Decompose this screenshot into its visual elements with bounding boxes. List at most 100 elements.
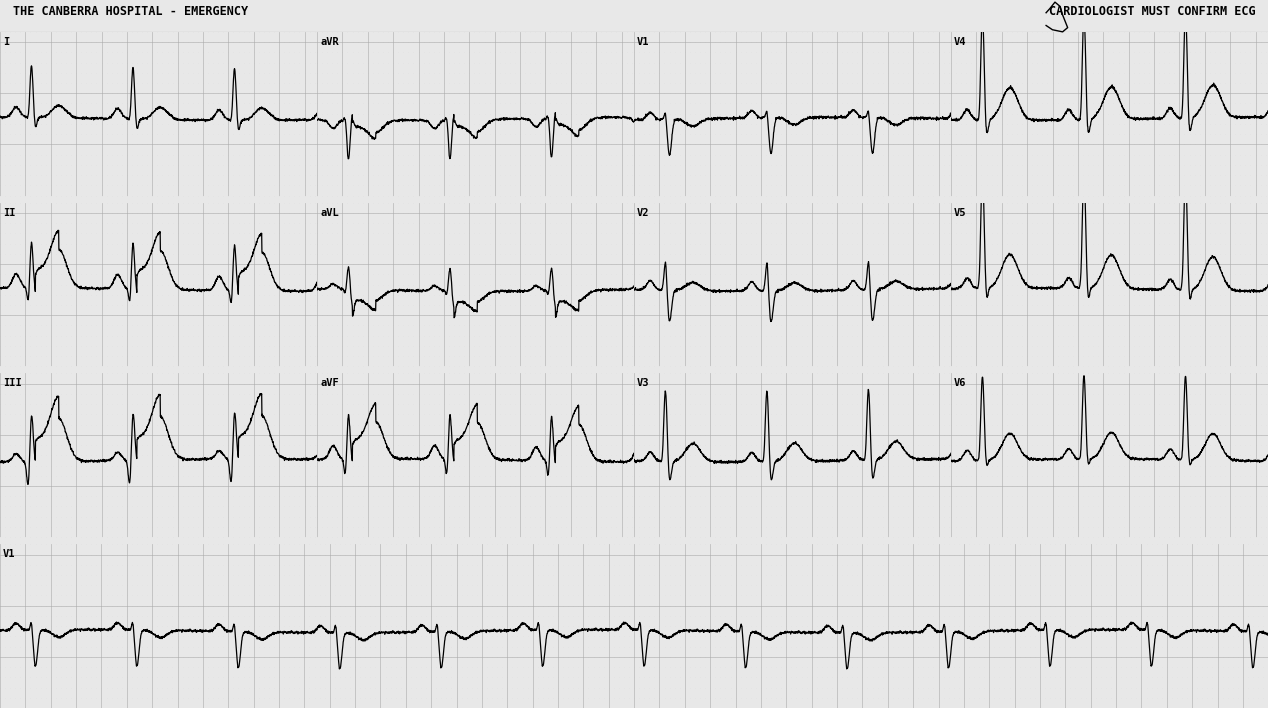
Point	[771, 651, 791, 663]
Point	[1078, 378, 1098, 389]
Point	[363, 67, 383, 79]
Point	[976, 299, 997, 311]
Point	[269, 98, 289, 109]
Point	[1068, 532, 1088, 543]
Point	[61, 169, 81, 181]
Point	[469, 480, 489, 491]
Point	[183, 559, 203, 571]
Point	[142, 429, 162, 440]
Point	[1022, 409, 1042, 420]
Point	[335, 590, 355, 601]
Point	[908, 118, 928, 130]
Point	[1032, 341, 1052, 352]
Point	[981, 238, 1002, 249]
Point	[439, 460, 459, 472]
Point	[340, 580, 360, 591]
Point	[827, 501, 847, 512]
Point	[327, 47, 347, 58]
Point	[218, 129, 238, 140]
Point	[327, 289, 347, 300]
Point	[1083, 139, 1103, 150]
Point	[883, 197, 903, 208]
Point	[459, 268, 479, 280]
Point	[801, 399, 822, 410]
Point	[837, 360, 857, 372]
Point	[812, 511, 832, 523]
Point	[81, 299, 101, 311]
Point	[806, 672, 827, 683]
Point	[634, 139, 654, 150]
Point	[1037, 217, 1058, 229]
Point	[771, 501, 791, 512]
Point	[971, 36, 992, 47]
Point	[781, 129, 801, 140]
Point	[312, 139, 332, 150]
Point	[378, 47, 398, 58]
Point	[1194, 258, 1215, 270]
Point	[928, 569, 948, 581]
Point	[1042, 88, 1063, 99]
Point	[624, 47, 644, 58]
Point	[756, 470, 776, 481]
Point	[193, 47, 213, 58]
Point	[238, 77, 259, 88]
Point	[46, 309, 66, 321]
Point	[913, 249, 933, 260]
Point	[1169, 77, 1189, 88]
Point	[1189, 36, 1210, 47]
Point	[1017, 360, 1037, 372]
Point	[505, 388, 525, 399]
Point	[806, 580, 827, 591]
Point	[520, 480, 540, 491]
Point	[188, 532, 208, 543]
Point	[1189, 228, 1210, 239]
Point	[576, 129, 596, 140]
Point	[96, 480, 117, 491]
Point	[309, 501, 330, 512]
Point	[183, 36, 203, 47]
Point	[1202, 672, 1222, 683]
Point	[429, 419, 449, 430]
Point	[543, 661, 563, 673]
Point	[1060, 692, 1080, 704]
Point	[1007, 249, 1027, 260]
Point	[1093, 299, 1113, 311]
Point	[497, 682, 517, 693]
Point	[720, 207, 741, 219]
Point	[178, 169, 198, 181]
Point	[981, 88, 1002, 99]
Point	[966, 67, 987, 79]
Point	[842, 57, 862, 68]
Point	[218, 631, 238, 642]
Point	[566, 532, 586, 543]
Point	[1205, 180, 1225, 191]
Point	[989, 580, 1009, 591]
Point	[971, 279, 992, 290]
Point	[429, 47, 449, 58]
Point	[1070, 682, 1090, 693]
Point	[178, 610, 198, 622]
Point	[254, 330, 274, 341]
Point	[408, 238, 429, 249]
Point	[46, 88, 66, 99]
Point	[624, 57, 644, 68]
Point	[332, 399, 353, 410]
Point	[1014, 641, 1035, 652]
Point	[439, 57, 459, 68]
Point	[1037, 26, 1058, 38]
Point	[1146, 569, 1167, 581]
Point	[188, 661, 208, 673]
Point	[1179, 341, 1200, 352]
Point	[806, 590, 827, 601]
Point	[609, 559, 629, 571]
Point	[107, 108, 127, 120]
Point	[634, 217, 654, 229]
Point	[822, 350, 842, 362]
Point	[1149, 501, 1169, 512]
Point	[218, 429, 238, 440]
Point	[320, 661, 340, 673]
Point	[178, 661, 198, 673]
Point	[254, 539, 274, 550]
Point	[299, 320, 320, 331]
Point	[776, 330, 796, 341]
